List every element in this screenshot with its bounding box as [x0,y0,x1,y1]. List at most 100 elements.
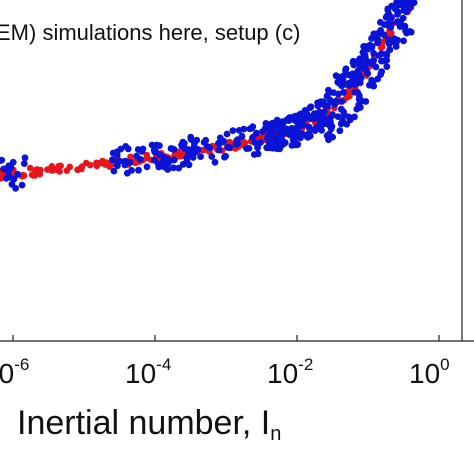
blue-data-point [243,145,251,153]
blue-data-point [301,107,309,114]
blue-data-point [133,152,141,160]
red-data-point [104,161,112,168]
blue-data-point [254,150,262,158]
blue-data-point [327,125,335,133]
blue-data-point [179,160,187,168]
blue-data-point [175,164,183,172]
blue-data-point [286,114,294,121]
blue-data-point [159,153,167,161]
blue-data-point [335,90,342,98]
red-data-point [86,161,94,169]
blue-data-point [240,125,248,133]
blue-data-point [200,138,208,146]
legend-entry: EM) simulations here, setup (c) [0,20,300,45]
blue-data-point [211,158,219,166]
blue-data-point [355,71,363,79]
blue-data-point [4,168,12,176]
blue-data-point [407,3,415,11]
x-tick-base: 10 [267,358,298,389]
blue-data-point [364,70,371,77]
red-data-point [0,175,5,182]
red-data-point [66,163,74,171]
blue-data-point [334,113,342,120]
blue-data-point [170,156,178,164]
blue-data-point [316,117,324,124]
axes-frame [0,0,474,342]
blue-data-point [326,96,334,104]
blue-data-point [388,2,395,10]
blue-data-point [385,22,392,29]
blue-data-point [197,153,205,161]
blue-data-point [375,30,383,38]
blue-data-point [358,60,366,68]
blue-data-point [370,49,377,57]
blue-data-point [357,98,365,105]
blue-data-point [170,164,177,172]
red-data-point [30,172,37,179]
blue-data-point [223,130,231,138]
blue-data-point [267,129,274,137]
blue-data-point [283,128,291,136]
blue-data-point [368,35,375,42]
x-tick-base: 10 [125,358,156,389]
blue-data-point [383,50,391,57]
blue-data-point [226,144,234,151]
blue-data-point [399,14,407,22]
x-tick-exponent: -4 [156,355,171,374]
blue-data-point [114,162,121,170]
blue-data-point [296,131,304,139]
blue-data-point [20,160,28,168]
red-data-point [127,153,134,161]
blue-data-point [338,98,346,105]
red-data-point [132,159,139,167]
blue-data-point [208,153,216,160]
red-data-point [95,160,102,167]
blue-data-point [221,153,228,161]
blue-data-point [123,169,131,177]
blue-data-point [383,63,391,70]
x-axis-label: Inertial number, In [17,404,281,445]
blue-data-point [320,108,328,116]
blue-data-point [109,156,116,164]
red-data-point [144,154,151,162]
blue-data-point [121,157,129,165]
blue-data-point [21,154,29,162]
blue-data-point [0,156,6,164]
blue-data-point [378,50,385,58]
red-data-point [387,29,394,37]
red-data-point [44,166,51,173]
blue-data-point [220,137,228,145]
x-tick-exponent: -6 [14,355,29,374]
x-tick-base: 10 [0,358,14,389]
blue-data-point [343,81,350,88]
blue-data-point [349,76,356,84]
blue-data-point [18,181,26,189]
x-tick-label: 100 [409,355,450,389]
blue-data-point [138,147,146,155]
blue-data-point [327,118,334,126]
blue-data-point [181,145,188,153]
blue-data-point [253,129,260,137]
blue-data-point [191,139,198,147]
red-data-point [239,139,247,147]
blue-data-point [394,19,401,26]
blue-data-point [276,135,284,143]
blue-data-point [135,166,142,174]
blue-data-point [249,134,256,142]
blue-data-point [310,126,318,134]
blue-data-point [356,79,364,86]
blue-data-point [143,163,151,171]
blue-data-point [246,125,254,133]
blue-data-point [110,167,118,175]
blue-data-point [353,105,361,113]
blue-data-point [377,71,384,78]
x-tick-label: 10-2 [267,355,313,389]
blue-data-point [164,166,172,173]
blue-series [0,0,418,192]
blue-data-point [281,139,288,147]
blue-data-point [306,132,314,140]
blue-data-point [5,162,13,170]
blue-data-point [266,142,274,150]
blue-data-point [322,102,330,109]
